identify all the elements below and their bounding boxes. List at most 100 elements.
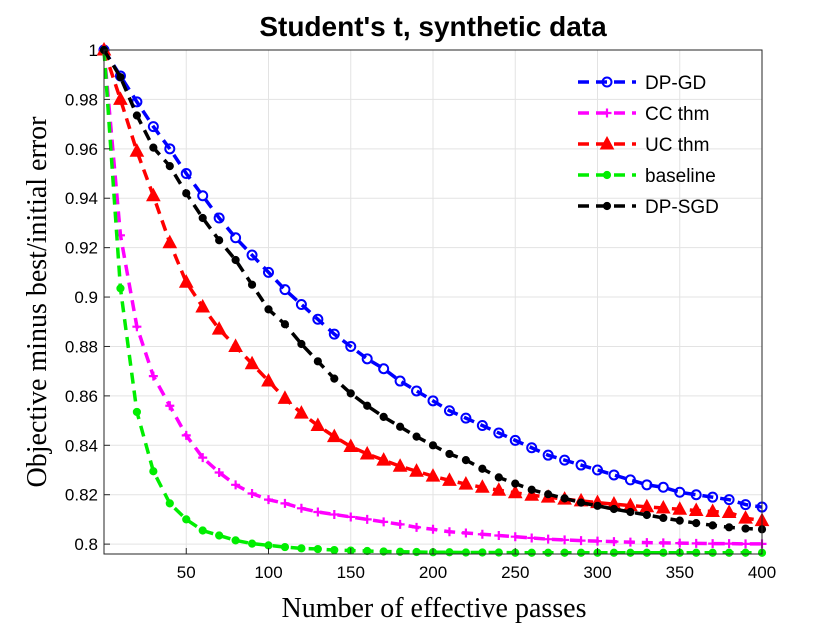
legend-item: baseline (578, 166, 716, 187)
dot-marker (264, 541, 273, 550)
x-tick-label: 300 (583, 563, 611, 582)
y-tick-label: 0.96 (65, 140, 98, 159)
legend-label: baseline (645, 166, 716, 187)
dot-marker (396, 422, 405, 431)
x-tick-label: 400 (748, 563, 776, 582)
circle-marker (443, 405, 455, 417)
triangle-marker (688, 502, 704, 517)
plus-marker (379, 517, 389, 527)
circle-marker (312, 313, 324, 325)
triangle-marker (178, 274, 194, 288)
y-tick-label: 0.84 (65, 436, 98, 455)
plus-marker (132, 322, 142, 332)
circle-marker (526, 442, 538, 454)
plus-marker (181, 430, 191, 440)
triangle-marker (244, 355, 260, 370)
dot-marker (182, 189, 191, 198)
plus-marker (247, 488, 257, 498)
series-cc-thm (99, 45, 767, 549)
dot-marker (478, 464, 487, 473)
triangle-marker (310, 417, 326, 432)
dot-marker (494, 473, 503, 482)
circle-marker (427, 395, 439, 407)
dot-marker (346, 389, 355, 398)
dot-marker (642, 548, 651, 557)
plus-marker (477, 529, 487, 539)
dot-marker (708, 521, 717, 530)
triangle-marker (359, 445, 375, 460)
dot-marker (280, 542, 290, 552)
dot-marker (659, 513, 668, 523)
circle-marker (641, 479, 653, 491)
x-axis-label: Number of effective passes (281, 593, 586, 624)
dot-marker (149, 143, 158, 152)
circle-marker (394, 375, 406, 387)
circle-marker (476, 420, 488, 432)
plus-marker (280, 498, 290, 508)
legend-item: DP-GD (578, 73, 706, 94)
plus-marker (231, 480, 241, 490)
plus-marker (724, 539, 734, 549)
triangle-marker (162, 234, 178, 249)
dot-marker (609, 504, 619, 514)
triangle-marker (655, 499, 671, 514)
series-dp-gd (98, 44, 768, 513)
y-tick-label: 1 (89, 41, 98, 60)
dot-marker (165, 162, 174, 171)
triangle-marker (507, 484, 523, 499)
y-tick-label: 0.88 (65, 337, 98, 356)
dot-marker (412, 547, 421, 557)
dot-marker (149, 467, 158, 476)
legend-triangle-marker (599, 135, 615, 150)
legend-circle-marker (601, 76, 613, 88)
legend-label: DP-GD (645, 73, 706, 94)
circle-marker (147, 121, 159, 133)
legend: DP-GD CC thm UC thm baseline DP-SGD (578, 73, 719, 218)
dot-marker (215, 236, 224, 245)
plus-marker (461, 528, 471, 538)
plus-marker (576, 536, 586, 546)
dot-marker (297, 339, 306, 349)
circle-marker (279, 284, 291, 296)
circle-marker (180, 168, 192, 180)
circle-marker (361, 353, 373, 365)
dot-marker (198, 213, 207, 223)
dot-marker (330, 545, 339, 555)
triangle-marker (672, 501, 688, 515)
circle-marker (740, 499, 752, 511)
x-tick-label: 200 (419, 563, 447, 582)
circle-marker (411, 385, 423, 397)
y-tick-label: 0.9 (74, 288, 98, 307)
circle-marker (345, 340, 357, 352)
legend-label: UC thm (645, 135, 709, 156)
triangle-marker (326, 428, 342, 443)
dot-marker (560, 494, 569, 503)
legend-dot-marker (602, 201, 612, 211)
dot-marker (116, 73, 125, 82)
plus-marker (658, 538, 668, 548)
plus-marker (494, 530, 504, 540)
legend-item: UC thm (578, 135, 709, 156)
triangle-marker (343, 438, 359, 453)
triangle-marker (738, 510, 753, 524)
dot-marker (725, 548, 734, 557)
x-tick-label: 250 (501, 563, 529, 582)
dot-marker (445, 449, 454, 459)
dot-marker (132, 407, 141, 417)
triangle-marker (195, 298, 211, 313)
plus-marker (708, 539, 718, 549)
triangle-marker (409, 463, 424, 477)
dot-marker (576, 498, 586, 507)
y-tick-label: 0.94 (65, 189, 98, 208)
series-dp-sgd (99, 45, 767, 534)
triangle-marker (705, 503, 720, 518)
dot-marker (544, 490, 553, 499)
y-tick-label: 0.98 (65, 90, 98, 109)
ticks: 50 100 150 200 250 300 350 400 0.8 0.82 0.84 0.86 0.… (65, 41, 776, 582)
triangle-marker (261, 373, 276, 387)
dot-marker (182, 515, 191, 524)
circle-marker (493, 427, 505, 439)
circle-marker (378, 363, 390, 375)
dot-marker (576, 548, 586, 557)
circle-marker (460, 412, 472, 424)
